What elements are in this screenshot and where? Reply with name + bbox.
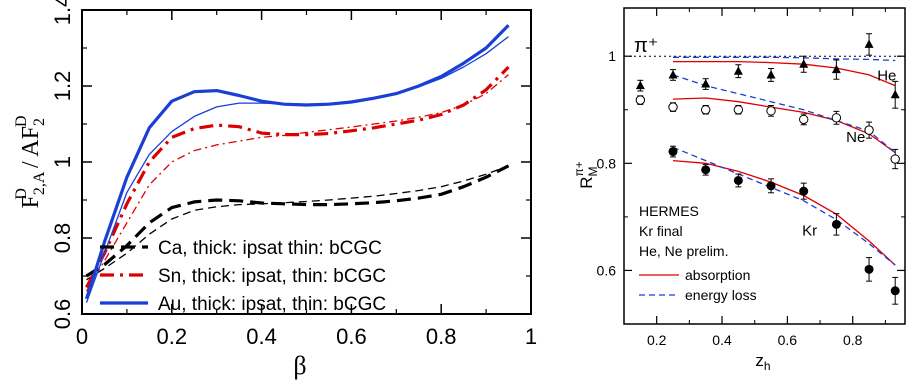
- data-point-he: [701, 79, 711, 88]
- right-points: [635, 33, 900, 305]
- data-point-he: [668, 69, 678, 79]
- data-point-kr: [864, 264, 874, 274]
- info-text: HERMES: [639, 203, 699, 219]
- left-xtick-label: 0: [76, 324, 88, 349]
- right-legend-label: absorption: [685, 267, 750, 283]
- left-ylabel: F2,AD / AF2D: [13, 115, 48, 208]
- data-point-ne: [766, 106, 776, 116]
- right-xtick-label: 0.6: [778, 332, 798, 348]
- right-model-curve: [673, 56, 896, 62]
- svg-text:zh: zh: [755, 351, 770, 373]
- left-xtick-label: 1: [525, 324, 537, 349]
- left-ytick-label: 0.8: [50, 223, 75, 254]
- data-point-kr: [701, 165, 711, 175]
- nucleus-label: Kr: [802, 223, 817, 240]
- data-point-he: [733, 66, 743, 75]
- right-xtick-label: 0.4: [712, 332, 732, 348]
- left-xlabel: β: [293, 351, 306, 380]
- svg-text:F2,AD / AF2D: F2,AD / AF2D: [13, 115, 48, 208]
- data-point-ne: [831, 113, 842, 123]
- right-model-curve: [672, 97, 896, 154]
- left-legend-label: Au, thick: ipsat, thin: bCGC: [158, 294, 386, 315]
- left-legend: Ca, thick: ipsat thin: bCGC Sn, thick: ip…: [100, 238, 386, 315]
- particle-label: π⁺: [634, 35, 658, 57]
- right-xtick-label: 0.8: [843, 332, 863, 348]
- right-annotations: π⁺ He Ne Kr HERMES Kr final He, Ne prelim. abso…: [634, 35, 896, 303]
- right-plot-frame: [623, 7, 906, 325]
- right-ticks: 0.2 0.4 0.6 0.8 0.6 0.8 1: [597, 8, 905, 348]
- data-point-kr: [799, 186, 809, 196]
- right-model-curve: [672, 159, 896, 266]
- left-ytick-label: 1.2: [50, 71, 75, 102]
- left-series-line: [85, 164, 510, 278]
- left-legend-label: Sn, thick: ipsat, thin: bCGC: [158, 266, 386, 287]
- right-xtick-label: 0.2: [647, 332, 667, 348]
- right-legend-label: energy loss: [685, 287, 757, 303]
- left-legend-label: Ca, thick: ipsat thin: bCGC: [158, 238, 382, 259]
- data-point-he: [799, 59, 809, 68]
- right-curves: [672, 56, 896, 266]
- left-ytick-label: 1: [50, 156, 75, 168]
- data-point-kr: [766, 181, 776, 191]
- left-series-line: [85, 36, 509, 303]
- left-ytick-label: 0.6: [50, 299, 75, 330]
- data-point-he: [890, 89, 900, 99]
- left-ticks: 0 0.2 0.4 0.6 0.8 1 0.6 0.8 1 1.2 1.4: [50, 0, 537, 349]
- data-point-he: [864, 39, 874, 48]
- nucleus-label: He: [877, 67, 896, 84]
- right-ytick-label: 0.6: [597, 262, 617, 278]
- data-point-kr: [831, 219, 841, 229]
- data-point-ne: [864, 125, 874, 135]
- left-xtick-label: 0.4: [246, 324, 277, 349]
- info-text: He, Ne prelim.: [639, 243, 728, 259]
- data-point-kr: [890, 286, 900, 296]
- info-text: Kr final: [639, 223, 683, 239]
- left-xtick-label: 0.2: [157, 324, 188, 349]
- left-series-line: [86, 165, 509, 281]
- data-point-ne: [700, 105, 711, 115]
- right-ytick-label: 0.8: [597, 155, 617, 171]
- data-point-ne: [733, 105, 744, 115]
- right-model-curve: [673, 60, 896, 87]
- left-series-line: [85, 65, 510, 289]
- data-point-ne: [890, 154, 900, 164]
- data-point-kr: [733, 175, 743, 185]
- left-xtick-label: 0.8: [426, 324, 457, 349]
- data-point-he: [831, 64, 841, 74]
- data-point-he: [635, 80, 645, 90]
- left-ytick-label: 1.4: [50, 0, 75, 25]
- left-series-line: [85, 74, 509, 292]
- left-chart: 0 0.2 0.4 0.6 0.8 1 0.6 0.8 1 1.2 1.4 Ca, thick: i…: [13, 0, 537, 380]
- data-point-he: [766, 69, 776, 79]
- right-ytick-label: 1: [608, 48, 616, 64]
- left-xtick-label: 0.6: [336, 324, 367, 349]
- right-model-curve: [672, 74, 896, 154]
- nucleus-label: Ne: [846, 129, 865, 146]
- data-point-kr: [668, 147, 678, 157]
- right-model-curve: [672, 146, 896, 266]
- data-point-ne: [668, 102, 678, 112]
- data-point-ne: [635, 95, 646, 105]
- data-point-ne: [799, 114, 809, 125]
- right-xlabel: zh: [755, 351, 770, 373]
- right-chart: 0.2 0.4 0.6 0.8 0.6 0.8 1 π⁺ He Ne Kr HERMES Kr fin…: [572, 7, 906, 373]
- left-series: [84, 24, 510, 303]
